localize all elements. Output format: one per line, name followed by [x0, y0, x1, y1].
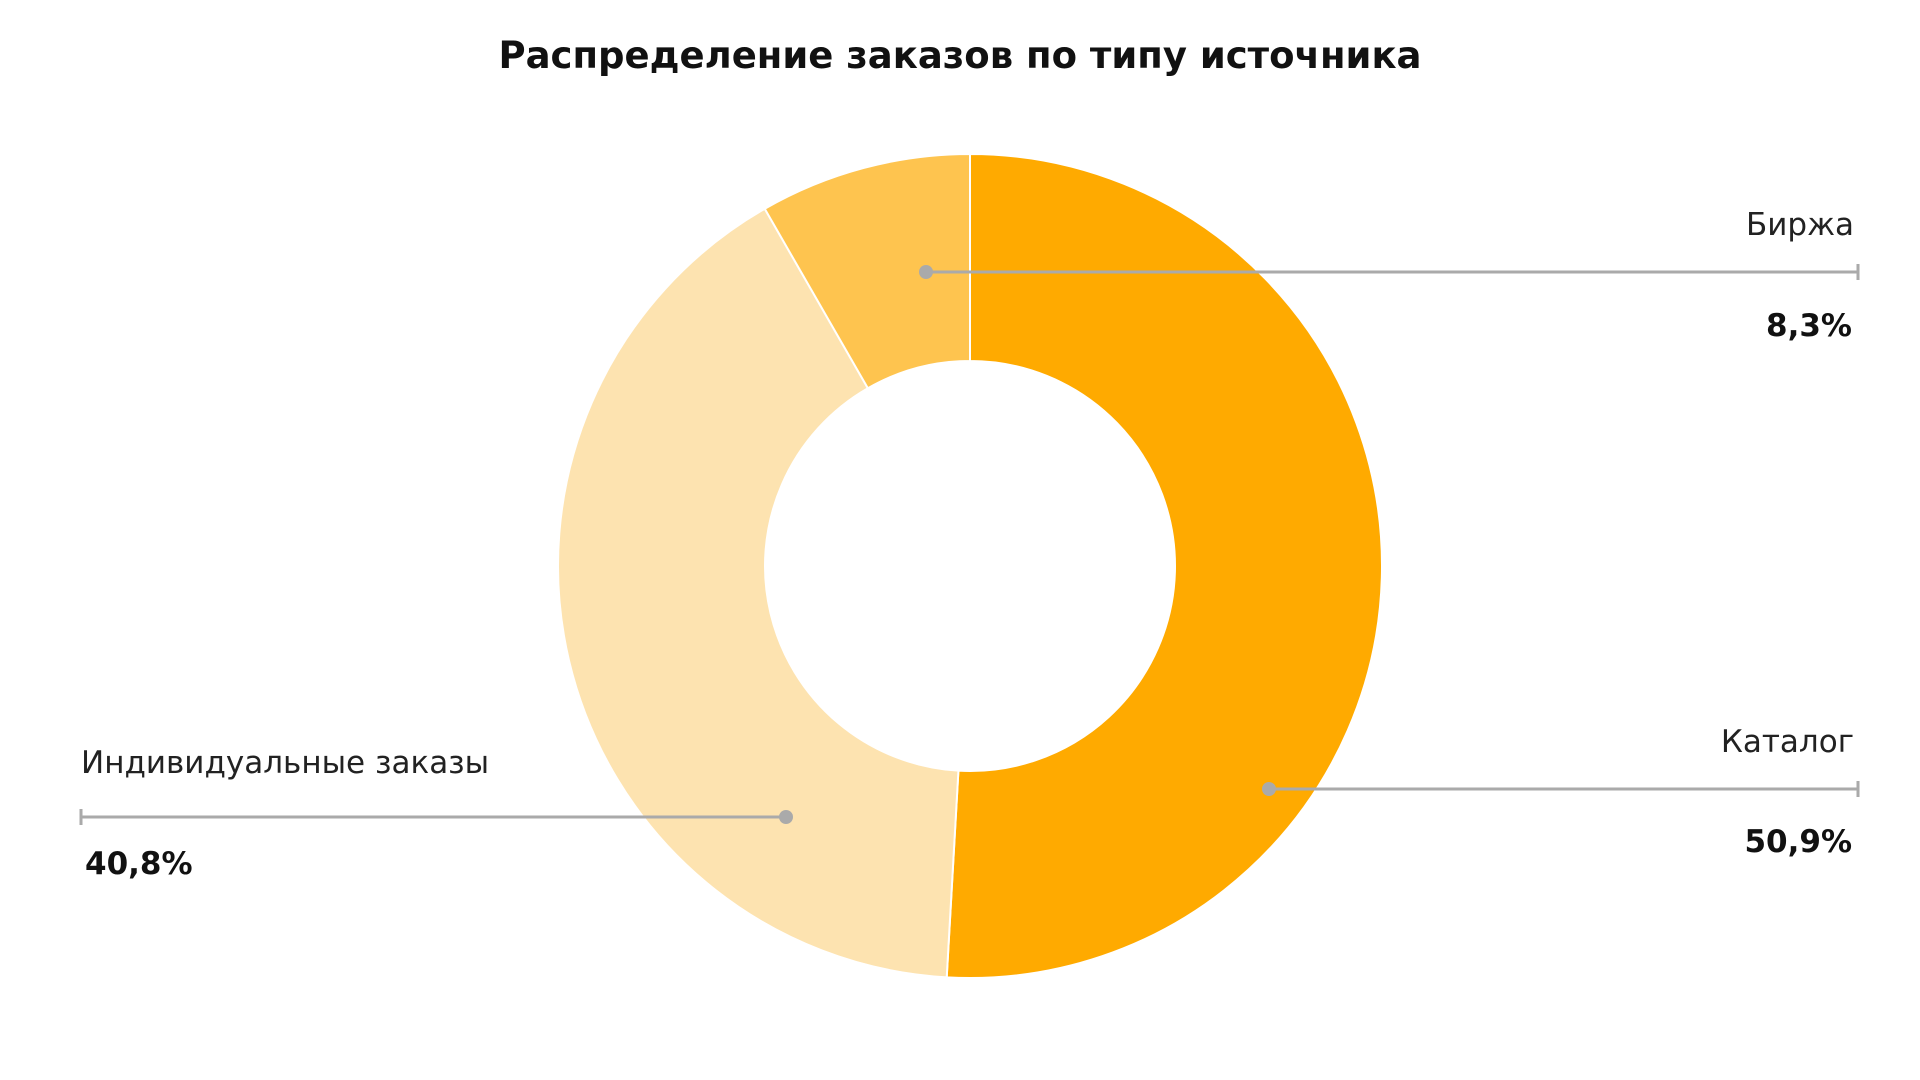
slice-label-value-0: 50,9%	[1744, 824, 1852, 860]
leader-dot-0	[1262, 782, 1276, 796]
donut-slice-2	[763, 152, 971, 390]
chart-title: Распределение заказов по типу источника	[498, 34, 1422, 77]
leader-dot-2	[919, 265, 933, 279]
slice-label-name-1: Индивидуальные заказы	[81, 745, 489, 781]
slice-label-value-1: 40,8%	[85, 846, 193, 882]
slice-label-name-2: Биржа	[1746, 207, 1854, 243]
slice-label-value-2: 8,3%	[1766, 308, 1852, 344]
labels-layer: Каталог 50,9% Индивидуальные заказы 40,8% Би…	[79, 207, 1860, 882]
donut-slice-1	[557, 207, 960, 979]
leader-dot-1	[779, 810, 793, 824]
donut-slice-0	[945, 152, 1383, 979]
slices-layer	[557, 152, 1383, 979]
slice-label-name-0: Каталог	[1721, 724, 1854, 760]
